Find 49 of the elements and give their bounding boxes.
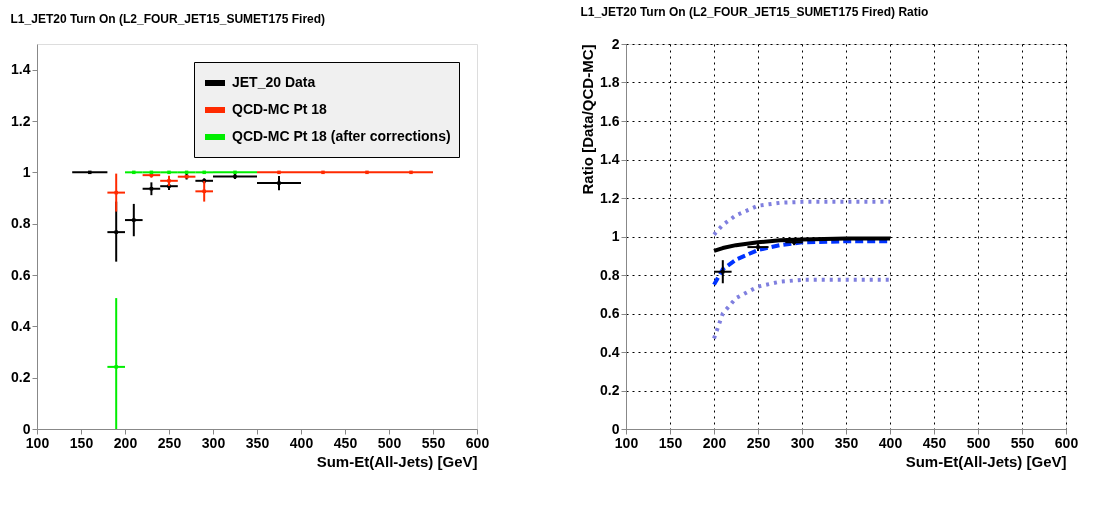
y-tick-label: 1.4 xyxy=(600,151,620,167)
y-tick-label: 1.2 xyxy=(11,112,31,129)
x-tick-label: 300 xyxy=(790,434,815,451)
x-tick-label: 200 xyxy=(702,434,727,451)
x-axis-title: Sum-Et(All-Jets) [GeV] xyxy=(316,452,478,470)
chart-title: L1_JET20 Turn On (L2_FOUR_JET15_SUMET175 Fired) Ratio xyxy=(580,5,929,19)
x-tick-label: 550 xyxy=(1010,434,1035,451)
x-tick-label: 600 xyxy=(465,434,490,451)
y-tick-label: 2 xyxy=(611,35,620,52)
x-tick-label: 450 xyxy=(333,434,358,451)
y-tick-label: 0 xyxy=(22,420,31,437)
legend-label: JET_20 Data xyxy=(232,74,316,90)
y-tick-label: 1.8 xyxy=(600,74,620,90)
x-tick-label: 100 xyxy=(25,434,50,451)
x-tick-label: 300 xyxy=(201,434,226,451)
x-tick-label: 350 xyxy=(245,434,270,451)
y-tick-label: 0.4 xyxy=(600,343,620,360)
x-tick-label: 500 xyxy=(966,434,991,451)
x-tick-label: 200 xyxy=(113,434,138,451)
y-tick-label: 1 xyxy=(22,163,31,180)
x-tick-label: 450 xyxy=(922,434,947,451)
x-tick-label: 600 xyxy=(1054,434,1079,451)
x-tick-label: 100 xyxy=(614,434,639,451)
chart-title: L1_JET20 Turn On (L2_FOUR_JET15_SUMET175 Fired) xyxy=(10,12,326,26)
legend-label: QCD-MC Pt 18 (after corrections) xyxy=(232,128,451,144)
x-tick-label: 500 xyxy=(377,434,402,451)
y-tick-label: 0.4 xyxy=(11,317,31,334)
y-tick-label: 1 xyxy=(611,228,620,244)
y-tick-label: 0.2 xyxy=(600,382,620,398)
y-axis-title: Ratio [Data/QCD-MC] xyxy=(579,44,597,195)
y-tick-label: 0.6 xyxy=(11,266,31,283)
x-tick-label: 350 xyxy=(834,434,859,451)
y-tick-label: 0.8 xyxy=(11,215,31,232)
x-tick-label: 250 xyxy=(157,434,182,451)
y-tick-label: 0.8 xyxy=(600,266,620,283)
x-tick-label: 150 xyxy=(658,434,683,451)
x-tick-label: 150 xyxy=(69,434,94,451)
y-tick-label: 0.2 xyxy=(11,369,31,386)
x-tick-label: 550 xyxy=(421,434,446,451)
x-axis-title: Sum-Et(All-Jets) [GeV] xyxy=(905,452,1067,470)
x-tick-label: 250 xyxy=(746,434,771,451)
legend-label: QCD-MC Pt 18 xyxy=(232,101,328,117)
y-tick-label: 0.6 xyxy=(600,305,620,321)
y-tick-label: 0 xyxy=(611,420,620,437)
x-tick-label: 400 xyxy=(878,434,903,451)
y-tick-label: 1.6 xyxy=(600,112,620,129)
y-tick-label: 1.2 xyxy=(600,189,620,206)
y-tick-label: 1.4 xyxy=(11,61,31,78)
x-tick-label: 400 xyxy=(289,434,314,451)
